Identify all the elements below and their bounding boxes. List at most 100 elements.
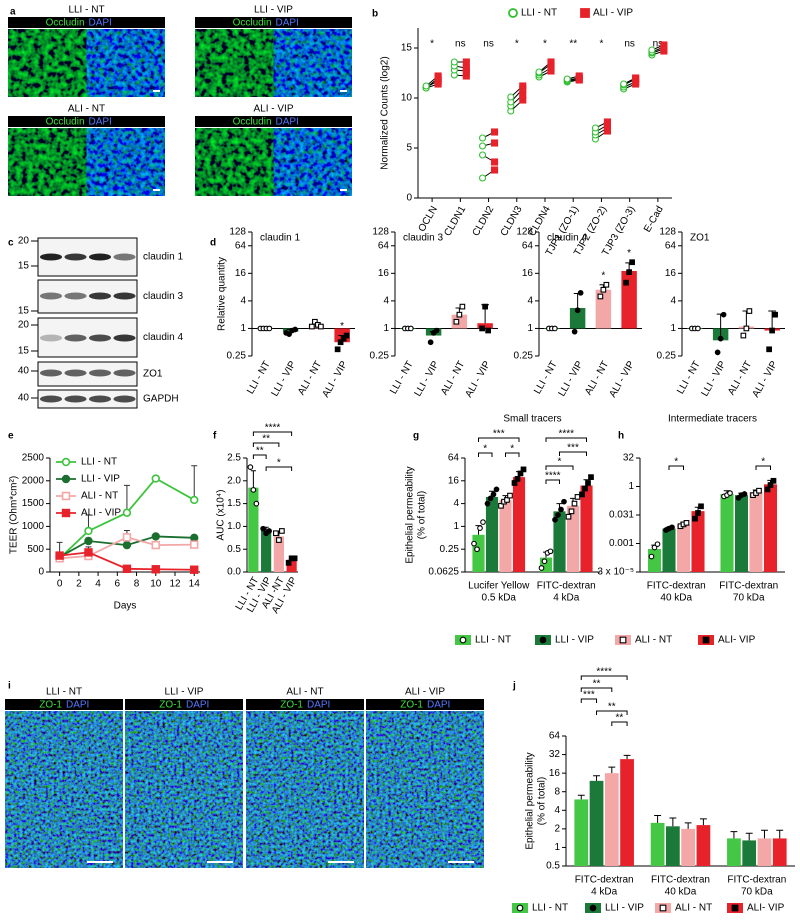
y-tick-label: 1 [383,323,389,334]
legend-label: ALI - VIP [593,8,633,19]
panel-letter: f [213,431,217,442]
y-tick-label: 4 [527,296,533,307]
y-tick-label: 8 [554,786,560,797]
point [728,491,733,496]
significance: ** [616,713,624,724]
point [744,326,749,331]
point [486,328,491,333]
y-tick-label: 2.5 [227,453,241,464]
bar [677,524,690,572]
band-label: ZO1 [143,369,163,380]
legend-marker [703,637,709,643]
point [254,501,259,506]
x-group-label: 0.5 kDa [482,593,517,604]
y-tick-label: 0.0625 [428,567,459,578]
scale-bar [340,90,347,92]
chart-title: Small tracers [503,414,561,425]
legend-marker [517,905,523,911]
counterstain-label: DAPI [89,18,112,29]
y-tick-label: 64 [235,240,247,251]
scale-bar [328,861,354,863]
point [191,497,198,504]
y-tick-label: 0.25 [440,544,460,555]
point [434,328,439,333]
point [451,59,457,65]
band [89,335,111,342]
point [191,534,198,541]
error-bar [654,815,661,822]
significance: *** [567,443,579,454]
x-group-label: FITC-dextran [647,581,706,592]
y-tick-label: 10 [401,93,413,104]
legend-marker [732,905,738,911]
legend-marker [460,637,466,643]
band [89,254,111,261]
x-tick-label: LLI - VIP [700,359,729,398]
marker-label: 40 [18,366,30,377]
image-title: ALI - VIP [253,104,293,115]
error-bar [251,471,256,488]
point [589,475,594,480]
band [40,254,62,261]
bar [666,826,680,866]
micrograph [87,128,166,196]
y-tick-label: 0.0 [227,567,241,578]
y-tick-label: 0.25 [370,351,390,362]
error-bar [700,819,707,825]
x-tick-label: 2 [76,579,82,590]
point [475,547,480,552]
y-tick-label: 64 [665,240,677,251]
x-group-label: Lucifer Yellow [468,581,530,592]
y-tick-label: 1000 [22,521,45,532]
stain-label: ZO-1 [39,700,62,711]
point [548,59,554,65]
y-tick-label: 0 [38,567,44,578]
point [773,312,778,317]
point [152,475,159,482]
marker-label: 20 [18,236,30,247]
band [89,370,111,377]
significance: ns [624,39,635,50]
band-label: GAPDH [143,394,179,405]
bar [681,829,695,866]
significance: ** [262,434,270,445]
x-tick-label: LLI - NT [675,359,703,396]
point [576,73,582,79]
label-bar [8,116,165,127]
point [152,566,159,573]
y-tick-label: 64 [522,240,534,251]
x-tick-label: ALI - VIP [607,359,637,399]
marker-label: 15 [18,261,30,272]
point [649,47,655,53]
error-bar [574,294,582,308]
band [65,254,87,261]
y-axis-label: (% of total) [537,777,548,825]
band [89,293,111,300]
point [293,327,298,332]
micrograph [366,711,484,868]
point [624,280,629,285]
point [319,324,324,329]
legend-label: LLI - NT [475,635,511,646]
error-bar [776,830,783,838]
marker-label: 15 [18,346,30,357]
significance: * [515,39,519,50]
point [539,566,544,571]
band [114,293,136,300]
y-tick-label: 1 [554,842,560,853]
point [286,561,291,566]
y-tick-label: 16 [549,768,561,779]
y-tick-label: 1500 [22,498,45,509]
point [457,312,462,317]
error-bar [730,832,737,839]
legend-marker [590,905,596,911]
y-tick-label: 1 [628,481,634,492]
point [583,486,588,491]
significance: ns [483,39,494,50]
x-group-label: FITC-dextran [719,581,778,592]
point [491,492,496,497]
band-label: claudin 3 [143,291,183,302]
point [485,501,490,506]
point [572,329,577,334]
legend-label: ALI - NT [81,491,118,502]
